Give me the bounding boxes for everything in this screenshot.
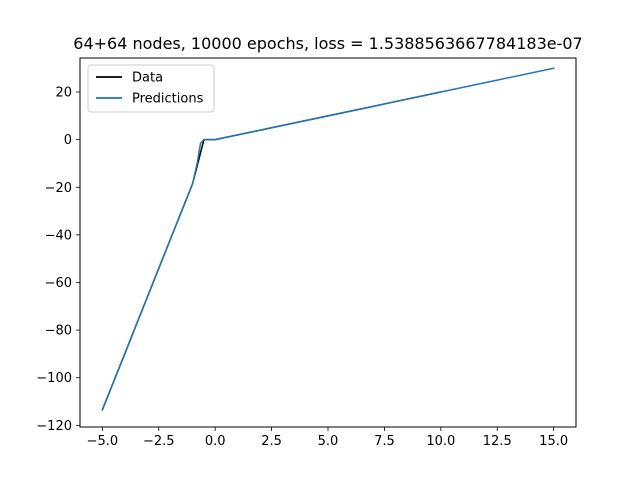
x-tick-label: 10.0 <box>426 434 455 449</box>
legend-label-data: Data <box>132 71 163 86</box>
x-tick-label: 7.5 <box>374 434 395 449</box>
legend-label-predictions: Predictions <box>132 92 204 107</box>
x-tick-label: 5.0 <box>318 434 339 449</box>
x-tick-label: 15.0 <box>539 434 568 449</box>
axes: −5.0 −2.5 0.0 2.5 5.0 7.5 10.0 12.5 15.0 −120 −100… <box>36 57 577 449</box>
chart-title: 64+64 nodes, 10000 epochs, loss = 1.5388… <box>73 34 582 53</box>
x-tick-label: −2.5 <box>143 434 175 449</box>
plot-area <box>101 67 555 411</box>
x-tick-label: 12.5 <box>483 434 512 449</box>
y-tick-label: −100 <box>36 371 72 386</box>
y-tick-label: −60 <box>45 276 72 291</box>
series-line-predictions <box>101 67 555 411</box>
y-tick-label: −120 <box>36 419 72 434</box>
y-tick-label: −20 <box>45 181 72 196</box>
y-tick-label: 0 <box>64 133 72 148</box>
x-tick-label: 2.5 <box>261 434 282 449</box>
y-tick-label: −40 <box>45 228 72 243</box>
x-tick-label: 0.0 <box>205 434 226 449</box>
y-tick-label: −80 <box>45 324 72 339</box>
y-tick-label: 20 <box>55 86 72 101</box>
legend: Data Predictions <box>87 64 215 113</box>
x-tick-label: −5.0 <box>87 434 119 449</box>
